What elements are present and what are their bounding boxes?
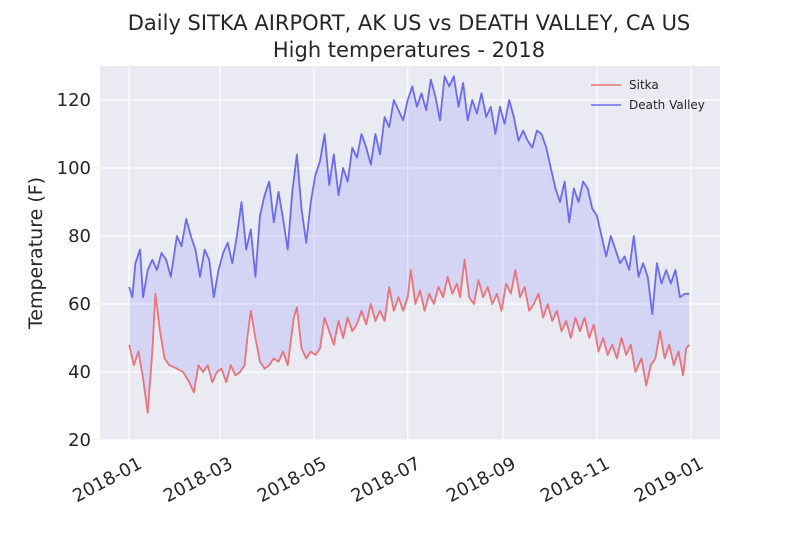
- series-line-death-valley: [128, 75, 690, 316]
- legend-label-death-valley: Death Valley: [629, 98, 705, 112]
- y-tick-labels: 20 40 60 80 100 120: [57, 90, 91, 451]
- legend: Sitka Death Valley: [591, 78, 705, 112]
- fill-between-area: [129, 76, 690, 413]
- x-tick-label: 2019-01: [631, 453, 707, 507]
- y-tick-label: 60: [68, 294, 91, 315]
- chart-title-line1: Daily SITKA AIRPORT, AK US vs DEATH VALL…: [128, 11, 691, 35]
- x-tick-label: 2018-03: [160, 453, 236, 507]
- y-tick-label: 100: [57, 158, 91, 179]
- grid-lines: [100, 66, 720, 441]
- y-tick-label: 80: [68, 226, 91, 247]
- series-line-sitka: [128, 258, 690, 414]
- x-tick-label: 2018-11: [537, 453, 613, 507]
- x-tick-label: 2018-07: [348, 453, 424, 507]
- legend-label-sitka: Sitka: [629, 78, 659, 92]
- chart-title-line2: High temperatures - 2018: [273, 38, 545, 62]
- x-tick-label: 2018-09: [443, 453, 519, 507]
- y-tick-label: 20: [68, 430, 91, 451]
- y-axis-label: Temperature (F): [25, 177, 47, 330]
- y-tick-label: 120: [57, 90, 91, 111]
- x-tick-label: 2018-05: [254, 453, 330, 507]
- x-tick-label: 2018-01: [69, 453, 145, 507]
- series-lines: [128, 75, 690, 414]
- y-tick-label: 40: [68, 362, 91, 383]
- x-tick-labels: 2018-01 2018-03 2018-05 2018-07 2018-09 2018-…: [69, 453, 707, 507]
